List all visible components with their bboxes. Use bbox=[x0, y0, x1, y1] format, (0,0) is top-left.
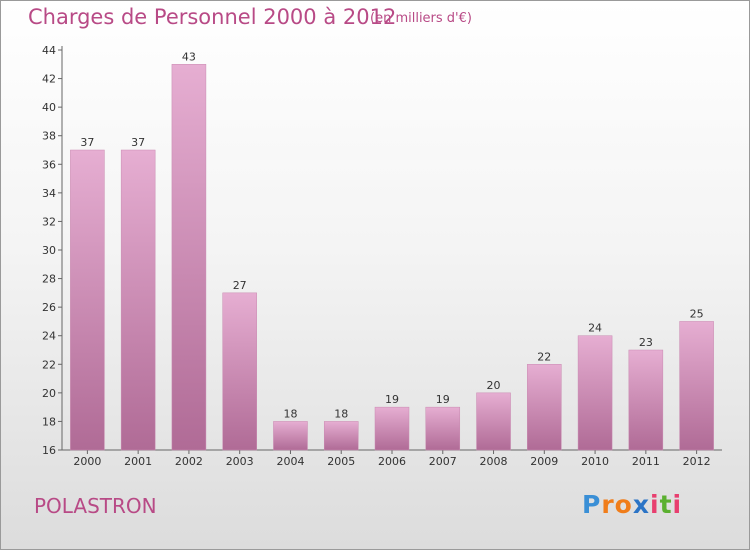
data-label: 37 bbox=[80, 136, 94, 149]
bar bbox=[577, 335, 613, 451]
bar bbox=[273, 421, 308, 451]
data-label: 18 bbox=[283, 407, 297, 420]
data-label: 23 bbox=[639, 336, 653, 349]
y-tick-label: 16 bbox=[42, 444, 56, 457]
x-tick-label: 2011 bbox=[632, 455, 660, 468]
bar bbox=[70, 149, 105, 451]
data-label: 19 bbox=[436, 393, 450, 406]
bar bbox=[120, 149, 156, 451]
data-label: 25 bbox=[690, 307, 704, 320]
bar bbox=[425, 406, 461, 451]
x-tick-label: 2009 bbox=[530, 455, 558, 468]
y-tick-label: 32 bbox=[42, 215, 56, 228]
x-tick-label: 2012 bbox=[683, 455, 711, 468]
x-tick-label: 2008 bbox=[480, 455, 508, 468]
y-tick-label: 28 bbox=[42, 273, 56, 286]
chart-labels: 2000 37 2001 37 2002 43 2003 27 2004 18 2005 18 2006… bbox=[73, 50, 710, 468]
bar bbox=[476, 392, 511, 451]
x-tick-label: 2000 bbox=[73, 455, 101, 468]
y-tick-label: 30 bbox=[42, 244, 56, 257]
bar bbox=[374, 406, 410, 451]
y-tick-label: 38 bbox=[42, 130, 56, 143]
x-tick-label: 2001 bbox=[124, 455, 152, 468]
data-label: 27 bbox=[233, 279, 247, 292]
y-tick-label: 42 bbox=[42, 73, 56, 86]
bar bbox=[527, 364, 562, 451]
x-tick-label: 2005 bbox=[327, 455, 355, 468]
x-tick-label: 2002 bbox=[175, 455, 203, 468]
y-tick-label: 36 bbox=[42, 158, 56, 171]
commune-name: POLASTRON bbox=[34, 494, 157, 518]
data-label: 18 bbox=[334, 407, 348, 420]
x-tick-label: 2003 bbox=[226, 455, 254, 468]
data-label: 43 bbox=[182, 50, 196, 63]
bar bbox=[171, 64, 207, 451]
y-tick-label: 40 bbox=[42, 101, 56, 114]
y-tick-label: 44 bbox=[42, 44, 56, 57]
chart-bars bbox=[70, 64, 714, 451]
chart-title: Charges de Personnel 2000 à 2012 bbox=[28, 5, 397, 29]
y-tick-label: 34 bbox=[42, 187, 56, 200]
data-label: 19 bbox=[385, 393, 399, 406]
data-label: 22 bbox=[537, 350, 551, 363]
bar bbox=[222, 292, 257, 451]
data-label: 20 bbox=[487, 379, 501, 392]
y-tick-label: 26 bbox=[42, 301, 56, 314]
data-label: 24 bbox=[588, 322, 602, 335]
y-tick-label: 22 bbox=[42, 358, 56, 371]
bar bbox=[323, 421, 359, 451]
proxiti-logo[interactable]: Proxiti bbox=[582, 490, 683, 519]
y-tick-label: 20 bbox=[42, 387, 56, 400]
x-tick-label: 2006 bbox=[378, 455, 406, 468]
x-tick-label: 2007 bbox=[429, 455, 457, 468]
chart-subtitle: (en milliers d'€) bbox=[370, 11, 472, 26]
data-label: 37 bbox=[131, 136, 145, 149]
bar bbox=[628, 349, 664, 451]
bar bbox=[679, 321, 714, 451]
x-tick-label: 2010 bbox=[581, 455, 609, 468]
y-tick-label: 24 bbox=[42, 330, 56, 343]
y-tick-label: 18 bbox=[42, 415, 56, 428]
x-tick-label: 2004 bbox=[276, 455, 304, 468]
